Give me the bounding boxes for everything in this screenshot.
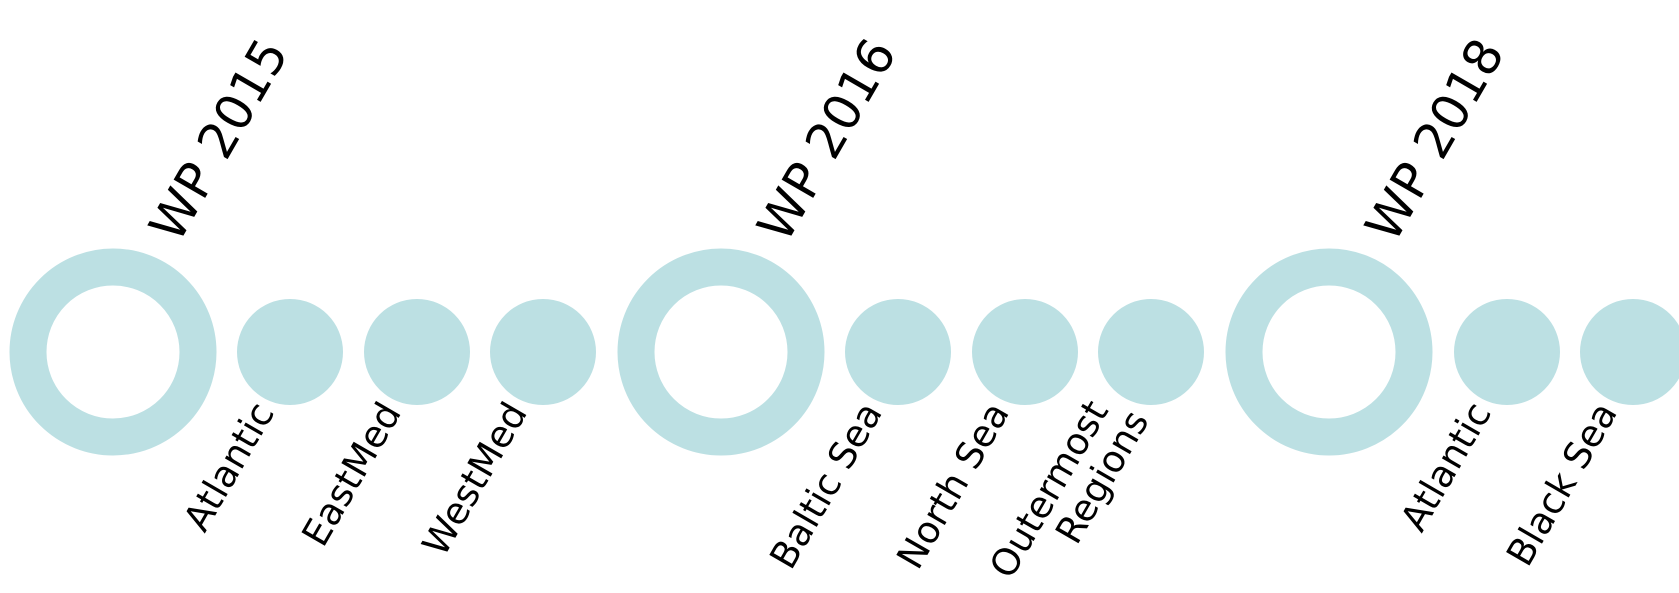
region-dot-2018-black-sea (1580, 299, 1679, 405)
wp-ring-2018 (1225, 248, 1433, 456)
region-label-2015-westmed: WestMed (414, 395, 536, 563)
region-dot-2018-atlantic (1454, 299, 1560, 405)
wp-title-2016: WP 2016 (746, 29, 908, 251)
region-label-2015-eastmed: EastMed (294, 395, 410, 553)
wp-group-2016: WP 2016 Baltic Sea North Sea Outermost R… (617, 29, 1204, 585)
wp-title-2018: WP 2018 (1354, 29, 1516, 251)
wp-group-2015: WP 2015 Atlantic EastMed WestMed (9, 29, 596, 563)
region-dot-2016-north-sea (972, 299, 1078, 405)
wp-title-2015: WP 2015 (138, 29, 300, 251)
region-dot-2015-westmed (490, 299, 596, 405)
region-dot-2015-eastmed (364, 299, 470, 405)
region-dot-2016-baltic-sea (845, 299, 951, 405)
wp-ring-2015 (9, 248, 217, 456)
region-label-2018-black-sea: Black Sea (1498, 395, 1626, 573)
region-dot-2015-atlantic (237, 299, 343, 405)
region-dot-2016-outermost-regions (1098, 299, 1204, 405)
wp-ring-2016 (617, 248, 825, 456)
wp-group-2018: WP 2018 Atlantic Black Sea (1225, 29, 1679, 573)
